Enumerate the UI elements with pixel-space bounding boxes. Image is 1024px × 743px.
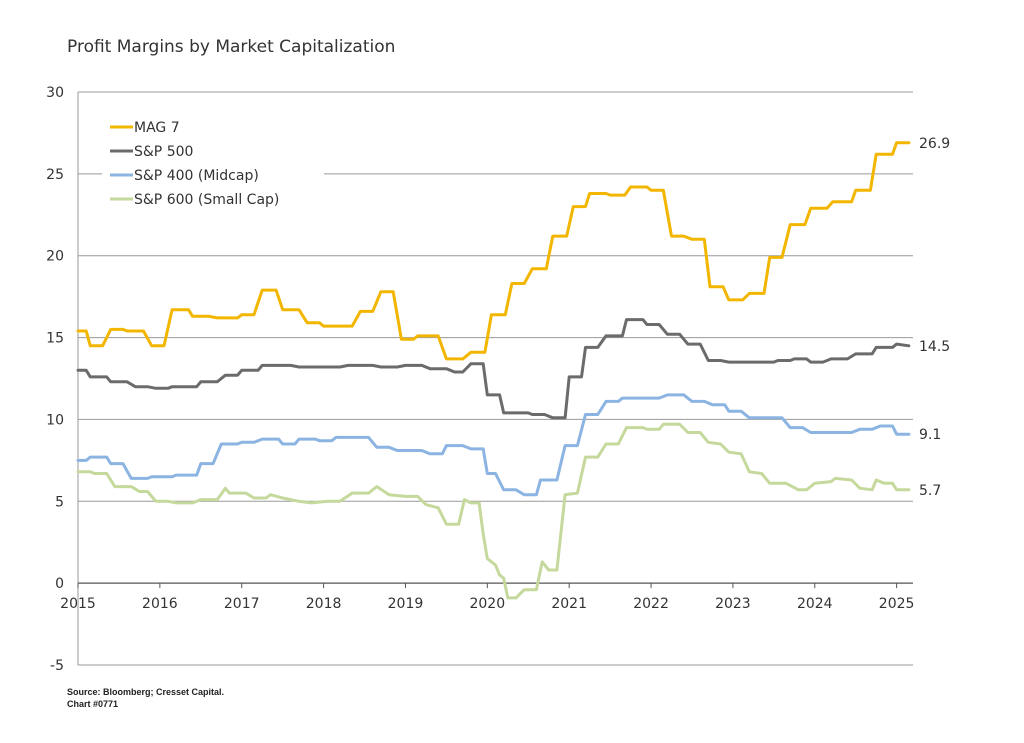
series-lines	[76, 141, 911, 600]
end-labels: 26.9 14.5 9.1 5.7	[919, 136, 950, 499]
end-value-label: 26.9	[919, 136, 950, 152]
x-tick-label: 2023	[715, 596, 751, 612]
y-tick-label: 25	[46, 167, 64, 183]
legend-background	[102, 113, 324, 217]
x-tick-label: 2021	[551, 596, 587, 612]
legend: MAG 7 S&P 500 S&P 400 (Midcap) S&P 600 (Sma…	[102, 113, 324, 217]
x-tick-label: 2017	[224, 596, 260, 612]
x-tick-label: 2024	[797, 596, 833, 612]
y-tick-label: 30	[46, 85, 64, 101]
chart-title: Profit Margins by Market Capitalization	[67, 37, 395, 57]
series-line-s-p-400-midcap	[76, 393, 911, 497]
y-tick-label: 0	[55, 576, 64, 592]
end-value-label: 9.1	[919, 427, 941, 443]
x-tick-label: 2019	[388, 596, 424, 612]
series-line-s-p-500	[76, 318, 911, 420]
x-tick-label: 2020	[469, 596, 505, 612]
x-tick-label: 2015	[60, 596, 96, 612]
source-note: Source: Bloomberg; Cresset Capital.	[67, 687, 224, 697]
x-tick-label: 2018	[306, 596, 342, 612]
y-tick-label: 10	[46, 412, 64, 428]
series-line-s-p-600-small-cap	[76, 422, 911, 600]
legend-entry: S&P 500	[134, 144, 193, 160]
y-tick-label: 15	[46, 331, 64, 347]
x-tick-label: 2016	[142, 596, 178, 612]
series-line-mag-7	[76, 141, 911, 361]
end-value-label: 14.5	[919, 339, 950, 355]
chart-id-note: Chart #0771	[67, 699, 118, 709]
y-tick-label: 5	[55, 494, 64, 510]
x-tick-label: 2022	[633, 596, 669, 612]
end-value-label: 5.7	[919, 483, 941, 499]
legend-entry: S&P 400 (Midcap)	[134, 168, 259, 184]
y-tick-label: -5	[50, 658, 64, 674]
x-tick-label: 2025	[879, 596, 915, 612]
y-tick-label: 20	[46, 249, 64, 265]
legend-entry: MAG 7	[134, 120, 180, 136]
legend-entry: S&P 600 (Small Cap)	[134, 192, 279, 208]
